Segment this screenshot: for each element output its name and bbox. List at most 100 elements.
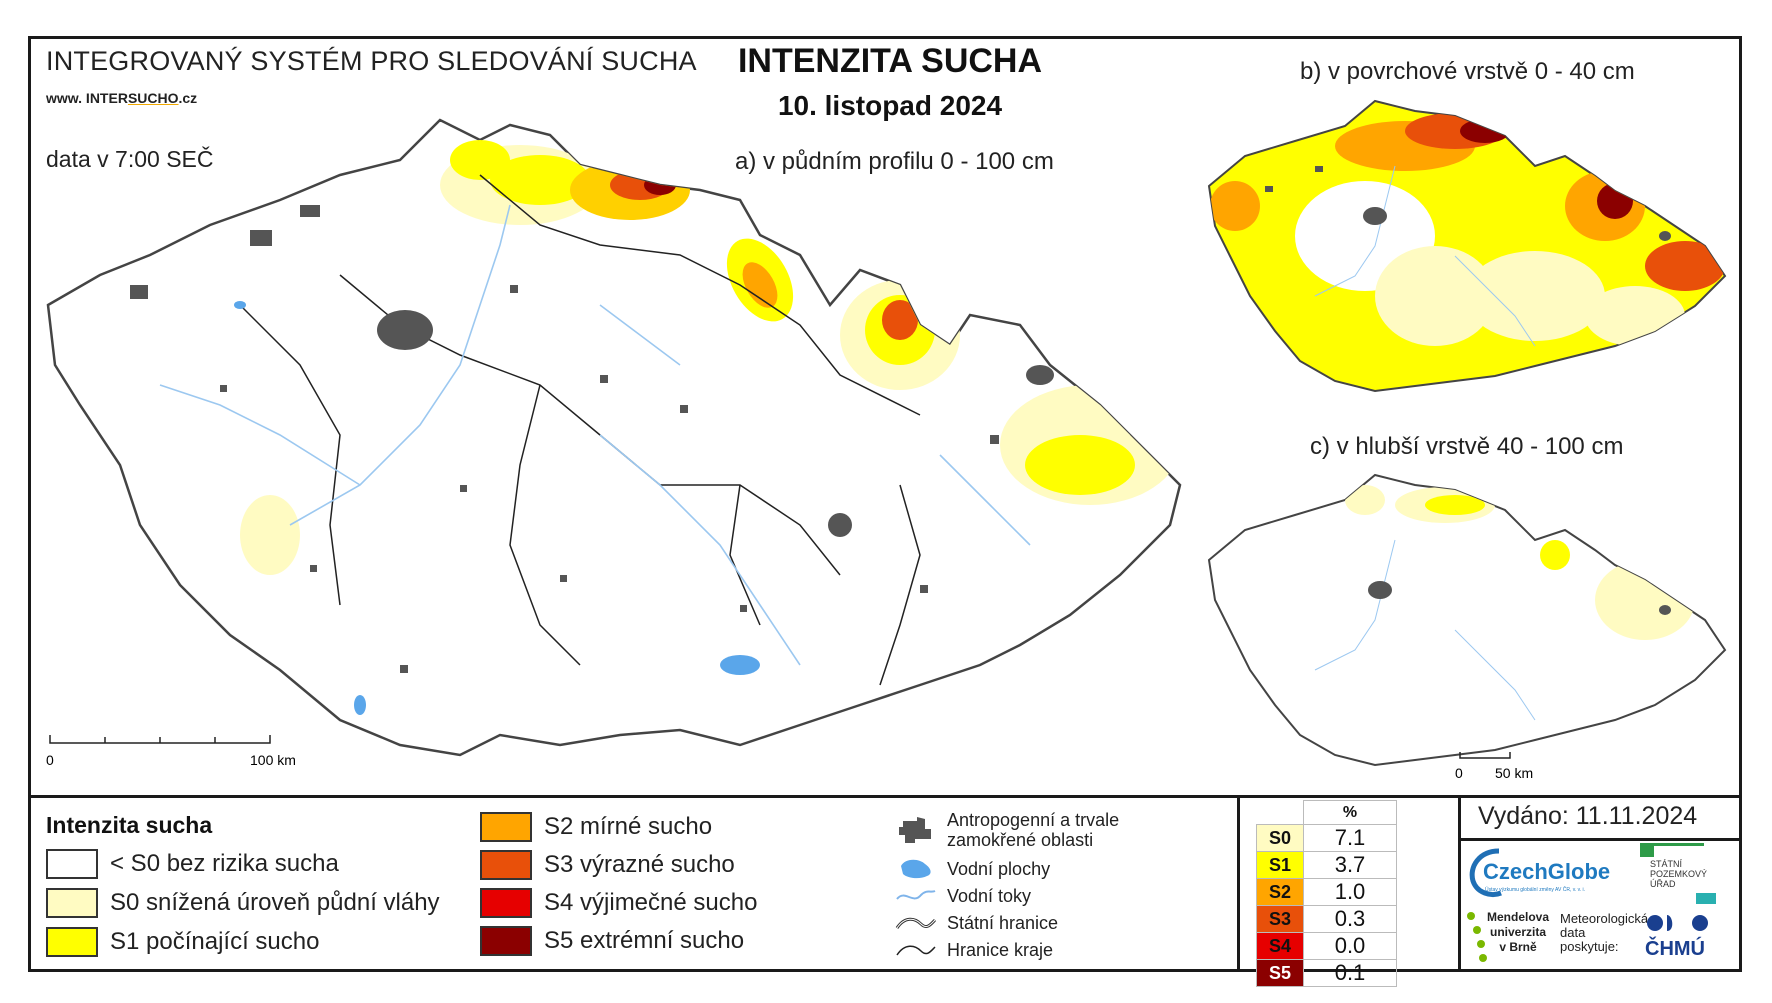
chmu-text: ČHMÚ [1645,938,1705,960]
stat-code: S5 [1256,959,1304,987]
rivers-a [159,204,1031,666]
table-row: S3 0.3 [1256,905,1397,933]
mendelu-logo[interactable]: Mendelova univerzita v Brně [1465,910,1555,970]
swatch-s3 [480,850,532,880]
scale-bar-c [1459,752,1511,759]
spu-text: STÁTNÍ POZEMKOVÝ ÚŘAD [1650,859,1708,889]
data-time: data v 7:00 SEČ [46,146,214,172]
table-row: S5 0.1 [1256,959,1397,987]
map-c-title: c) v hlubší vrstvě 40 - 100 cm [1310,433,1624,460]
legend-class-s1: S1 počínající sucho [46,927,319,957]
legend-class-s4: S4 výjimečné sucho [480,888,757,918]
divider-stats [1237,798,1240,972]
stat-code: S0 [1256,824,1304,852]
legend-class-s0: S0 snížená úroveň půdní vláhy [46,888,440,918]
stat-code: S4 [1256,932,1304,960]
main-date: 10. listopad 2024 [777,90,1003,121]
scale-a-end: 100 km [250,752,296,765]
rivers-c [1314,539,1536,721]
main-title: INTENZITA SUCHA [737,42,1043,80]
map-b-title: b) v povrchové vrstvě 0 - 40 cm [1300,58,1635,85]
swatch-s2 [480,812,532,842]
legend-label: S2 mírné sucho [544,813,713,840]
website-link[interactable]: www. INTERSUCHO.cz [46,90,197,106]
drought-stats-table: % S0 7.1 S1 3.7 S2 1.0 S3 0.3 S4 0.0 S5 … [1256,800,1397,987]
symbol-label: Antropogenní a trvale zamokřené oblasti [947,810,1120,850]
scale-a-start: 0 [46,752,54,765]
chmu-logo[interactable]: ČHMÚ [1645,912,1725,970]
stream-icon [896,890,936,900]
website-prefix: www. INTER [46,90,128,106]
website-suffix: .cz [178,90,198,106]
table-row: S2 1.0 [1256,878,1397,906]
symbol-label: Vodní toky [947,885,1032,906]
legend-label: S0 snížená úroveň půdní vláhy [110,889,440,916]
stat-value: 0.1 [1303,959,1397,987]
legend-label: S5 extrémní sucho [544,927,745,954]
mendelu-dots-icon [1467,912,1487,962]
state-border-icon [895,917,937,929]
symbol-streams: Vodní toky [895,883,1031,909]
stat-code: S2 [1256,878,1304,906]
stat-value: 7.1 [1303,824,1397,852]
czech-outline-c [1207,473,1727,767]
map-a-full-profile: 0 100 km [46,118,1182,765]
pct-header: % [1303,800,1397,825]
anthropogenic-areas-a [130,205,1054,673]
table-row: S0 7.1 [1256,824,1397,852]
swatch-s0 [46,888,98,918]
spu-square-icon [1640,843,1654,857]
divider-logos [1458,798,1461,972]
legend-label: < S0 bez rizika sucha [110,850,339,877]
issued-date: Vydáno: 11.11.2024 [1478,802,1698,830]
water-bodies-a [234,301,760,715]
legend-label: S3 výrazné sucho [544,851,735,878]
symbol-label: Hranice kraje [947,939,1054,960]
stat-value: 1.0 [1303,878,1397,906]
swatch-s4 [480,888,532,918]
legend-label: S1 počínající sucho [110,928,320,955]
map-a-title: a) v půdním profilu 0 - 100 cm [735,148,1054,175]
swatch-below-s0 [46,849,98,879]
drought-areas-b [1210,113,1725,346]
czechglobe-subtext: Ústav výzkumu globální změny AV ČR, v. v… [1485,887,1586,893]
symbol-region-border: Hranice kraje [895,937,1053,963]
czechglobe-text: CzechGlobe [1483,859,1611,884]
scale-c-start: 0 [1455,765,1463,780]
czechglobe-arc-icon [1469,848,1502,897]
website-accent: SUCHO [127,90,179,106]
legend-class-s3: S3 výrazné sucho [480,850,735,880]
divider-issued [1458,838,1742,841]
symbol-label: Státní hranice [947,912,1059,933]
stat-value: 0.3 [1303,905,1397,933]
stat-code: S1 [1256,851,1304,879]
rivers-b [1314,165,1536,347]
symbol-anthropogenic: Antropogenní a trvale zamokřené oblasti [895,810,1225,850]
spu-logo[interactable]: STÁTNÍ POZEMKOVÝ ÚŘAD [1640,843,1720,907]
stat-value: 0.0 [1303,932,1397,960]
table-row: S4 0.0 [1256,932,1397,960]
symbol-label: Vodní plochy [947,858,1051,879]
chmu-symbol-icon [1647,915,1708,931]
scale-bar-a [49,735,271,744]
anthropogenic-icon [899,817,931,843]
table-header-row: % [1257,800,1397,825]
czechglobe-logo[interactable]: CzechGlobe Ústav výzkumu globální změny … [1465,845,1635,905]
meteo-data-text: Meteorologická data poskytuje: [1560,911,1649,954]
stat-value: 3.7 [1303,851,1397,879]
legend-class-s2: S2 mírné sucho [480,812,712,842]
anthropogenic-areas-c [1368,581,1671,615]
symbol-water-bodies: Vodní plochy [895,856,1050,882]
stat-code: S3 [1256,905,1304,933]
map-b-surface-layer [1207,99,1727,393]
legend-title: Intenzita sucha [46,812,213,838]
anthropogenic-areas-b [1265,166,1671,241]
legend-panel [28,795,1742,975]
legend-class-s5: S5 extrémní sucho [480,926,744,956]
swatch-s5 [480,926,532,956]
water-body-icon [901,859,931,879]
scale-c-end: 50 km [1495,765,1533,780]
map-c-deep-layer: 0 50 km [1207,473,1727,780]
spu-bar-icon [1696,893,1716,904]
mendelu-text: Mendelova univerzita v Brně [1487,910,1550,954]
